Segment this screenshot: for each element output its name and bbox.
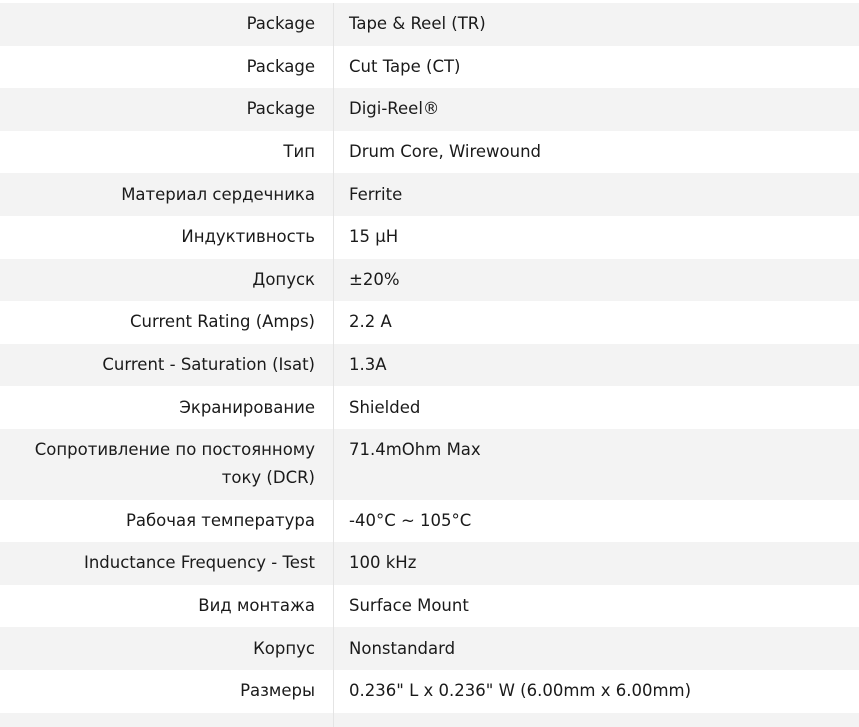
spec-value: Tape & Reel (TR): [334, 3, 859, 46]
spec-value: -40°C ~ 105°C: [334, 500, 859, 543]
spec-row: Current - Saturation (Isat)1.3A: [0, 344, 859, 387]
spec-label: Current Rating (Amps): [0, 301, 334, 344]
spec-value: 1.3A: [334, 344, 859, 387]
spec-label: Inductance Frequency - Test: [0, 542, 334, 585]
spec-row: Сопротивление по постоянному току (DCR)7…: [0, 429, 859, 500]
spec-value: Ferrite: [334, 173, 859, 216]
spec-label: Размеры: [0, 670, 334, 713]
spec-value: Shielded: [334, 386, 859, 429]
spec-label: Допуск: [0, 259, 334, 302]
spec-value: Nonstandard: [334, 627, 859, 670]
spec-row: Допуск±20%: [0, 259, 859, 302]
spec-value: Digi-Reel®: [334, 88, 859, 131]
spec-label: Вид монтажа: [0, 585, 334, 628]
spec-row: Рабочая температура-40°C ~ 105°C: [0, 500, 859, 543]
spec-value: 15 µH: [334, 216, 859, 259]
spec-row: Current Rating (Amps)2.2 A: [0, 301, 859, 344]
spec-label: Материал сердечника: [0, 173, 334, 216]
spec-value: 0.236" L x 0.236" W (6.00mm x 6.00mm): [334, 670, 859, 713]
spec-label: Package: [0, 46, 334, 89]
spec-label: Package: [0, 88, 334, 131]
spec-value: 100 kHz: [334, 542, 859, 585]
spec-label: Current - Saturation (Isat): [0, 344, 334, 387]
spec-value: 71.4mOhm Max: [334, 429, 859, 500]
spec-label: Package: [0, 3, 334, 46]
spec-label: Корпус: [0, 627, 334, 670]
spec-value: Surface Mount: [334, 585, 859, 628]
spec-value: Drum Core, Wirewound: [334, 131, 859, 174]
spec-value: 2.2 A: [334, 301, 859, 344]
spec-label: Индуктивность: [0, 216, 334, 259]
spec-label: Тип: [0, 131, 334, 174]
spec-label: Экранирование: [0, 386, 334, 429]
spec-value: ±20%: [334, 259, 859, 302]
spec-label: Сопротивление по постоянному току (DCR): [0, 429, 334, 500]
spec-label: Рабочая температура: [0, 500, 334, 543]
spec-value: Cut Tape (CT): [334, 46, 859, 89]
